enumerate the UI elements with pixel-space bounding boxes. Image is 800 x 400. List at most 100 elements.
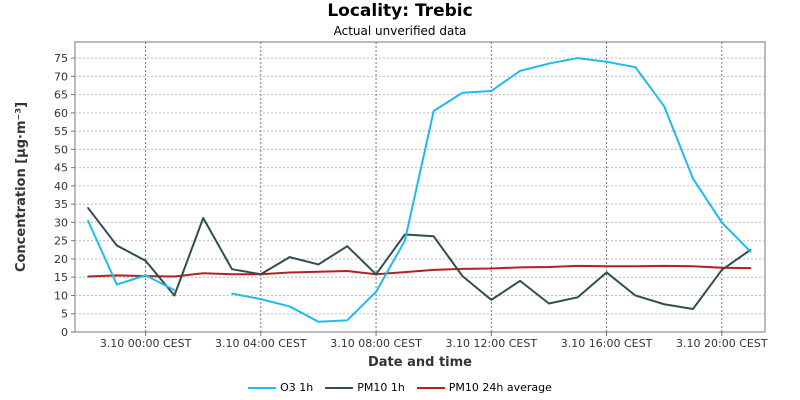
data-point <box>260 273 262 276</box>
data-point <box>202 272 205 274</box>
data-point <box>749 267 752 269</box>
x-tick-label: 3.10 00:00 CEST <box>100 337 192 350</box>
data-point <box>346 319 349 322</box>
data-point <box>548 266 550 268</box>
legend-swatch <box>416 386 445 389</box>
legend-item[interactable]: PM10 24h average <box>416 381 552 394</box>
y-tick-label: 15 <box>54 271 68 284</box>
legend-item[interactable]: O3 1h <box>248 381 313 394</box>
data-point <box>288 271 291 274</box>
data-point <box>692 265 694 268</box>
data-point <box>461 91 464 94</box>
legend-label: O3 1h <box>280 381 314 394</box>
legend-label: PM10 24h average <box>448 381 552 394</box>
data-point <box>317 270 320 273</box>
data-point <box>144 259 147 262</box>
data-point <box>576 57 579 59</box>
data-point <box>720 221 723 224</box>
x-tick-label: 3.10 08:00 CEST <box>330 337 422 350</box>
y-tick-label: 35 <box>54 198 68 211</box>
data-point <box>144 274 147 277</box>
data-point <box>634 265 637 268</box>
y-tick-label: 5 <box>61 308 68 321</box>
x-tick-label: 3.10 04:00 CEST <box>215 337 307 350</box>
data-point <box>519 266 521 269</box>
data-point <box>692 177 694 180</box>
data-point <box>173 294 176 297</box>
y-tick-label: 40 <box>54 180 68 193</box>
y-tick-label: 60 <box>54 107 68 120</box>
legend-swatch <box>325 386 354 389</box>
data-point <box>404 271 406 273</box>
chart-subtitle: Actual unverified data <box>333 24 467 38</box>
data-point <box>173 275 176 278</box>
plot-frame <box>74 41 766 333</box>
data-point <box>461 268 464 270</box>
data-point <box>260 298 262 300</box>
x-tick-label: 3.10 16:00 CEST <box>561 337 653 350</box>
data-point <box>317 320 320 323</box>
data-point <box>231 292 233 295</box>
data-point <box>115 274 118 277</box>
data-point <box>173 289 176 291</box>
data-point <box>404 239 406 242</box>
y-tick-label: 0 <box>61 326 68 339</box>
data-point <box>720 269 723 271</box>
legend-swatch <box>248 386 277 389</box>
series-line-pm10-24h-average <box>87 264 751 278</box>
data-point <box>432 269 435 271</box>
data-point <box>576 265 579 267</box>
data-point <box>87 207 89 209</box>
data-point <box>548 62 550 65</box>
chart-title: Locality: Trebic <box>327 1 473 21</box>
data-point <box>634 294 637 297</box>
data-point <box>87 219 89 222</box>
data-point <box>490 90 493 92</box>
data-point <box>692 308 694 310</box>
data-point <box>375 273 377 276</box>
data-point <box>432 110 435 112</box>
y-tick-label: 65 <box>54 89 68 102</box>
y-tick-label: 30 <box>54 216 68 229</box>
data-point <box>202 217 205 219</box>
data-point <box>375 291 377 293</box>
y-tick-label: 20 <box>54 253 68 266</box>
data-point <box>519 70 521 72</box>
data-point <box>288 256 291 258</box>
data-point <box>432 235 435 238</box>
data-point <box>663 303 665 306</box>
legend-item[interactable]: PM10 1h <box>325 381 405 394</box>
x-tick-label: 3.10 12:00 CEST <box>446 337 538 350</box>
data-point <box>576 296 579 299</box>
data-point <box>288 305 291 308</box>
data-point <box>346 245 349 247</box>
legend-label: PM10 1h <box>357 381 405 394</box>
data-point <box>115 283 118 286</box>
data-point <box>720 266 723 269</box>
data-point <box>663 105 665 108</box>
data-point <box>231 268 233 270</box>
y-tick-label: 25 <box>54 235 68 248</box>
x-axis-label: Date and time <box>368 355 472 370</box>
x-tick-label: 3.10 20:00 CEST <box>676 337 768 350</box>
data-point <box>749 250 752 253</box>
data-point <box>634 66 637 69</box>
data-point <box>490 267 493 270</box>
data-point <box>461 275 464 277</box>
data-point <box>663 265 665 267</box>
series-line-pm10-1h <box>87 207 752 310</box>
data-point <box>605 271 608 274</box>
y-tick-label: 75 <box>54 52 68 65</box>
y-tick-label: 10 <box>54 289 68 302</box>
legend: O3 1h PM10 1h PM10 24h average <box>0 381 800 394</box>
y-tick-label: 70 <box>54 70 68 83</box>
data-point <box>605 60 608 63</box>
data-point <box>115 244 118 247</box>
data-point <box>346 270 349 272</box>
data-point <box>605 265 608 268</box>
y-tick-label: 50 <box>54 143 68 156</box>
series-line-o3-1h <box>87 220 175 291</box>
y-tick-label: 55 <box>54 125 68 138</box>
data-point <box>231 273 233 276</box>
